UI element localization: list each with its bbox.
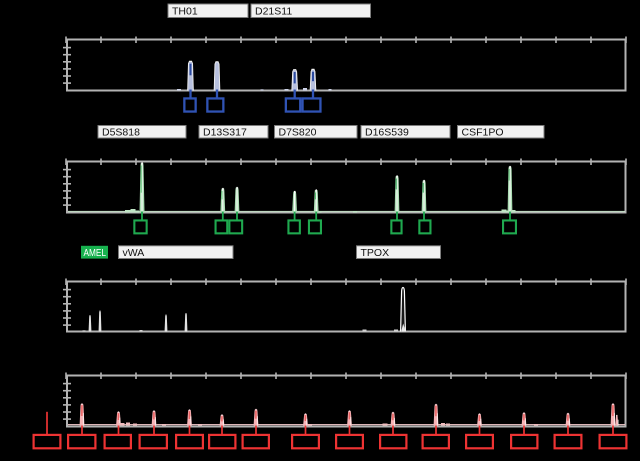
- svg-text:TPOX: TPOX: [361, 247, 390, 259]
- svg-text:vWA: vWA: [123, 247, 145, 259]
- svg-text:CSF1PO: CSF1PO: [462, 126, 504, 138]
- svg-text:TH01: TH01: [172, 5, 198, 17]
- svg-text:D13S317: D13S317: [203, 126, 247, 138]
- svg-text:D5S818: D5S818: [102, 126, 140, 138]
- svg-text:D21S11: D21S11: [255, 5, 292, 17]
- svg-text:D16S539: D16S539: [365, 126, 409, 138]
- svg-text:D7S820: D7S820: [279, 126, 317, 138]
- svg-text:AMEL: AMEL: [84, 247, 107, 259]
